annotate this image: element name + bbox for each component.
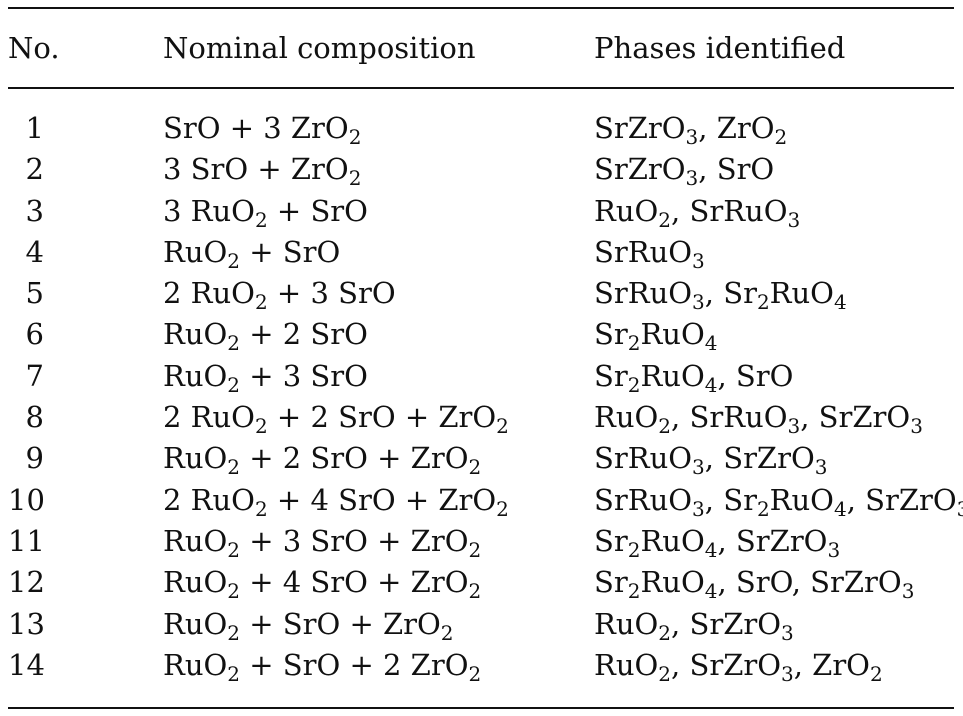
- table-row: 5 2 RuO2 + 3 SrO SrRuO3, Sr2RuO4: [0, 273, 963, 314]
- row-nominal-composition: RuO2 + 4 SrO + ZrO2: [163, 565, 482, 604]
- table-row: 1 SrO + 3 ZrO2 SrZrO3, ZrO2: [0, 108, 963, 149]
- row-phases-identified: RuO2, SrZrO3: [594, 606, 794, 645]
- row-number: 6: [25, 317, 44, 352]
- header-nominal-composition: Nominal composition: [163, 31, 476, 65]
- row-number: 13: [8, 606, 45, 641]
- row-number: 10: [8, 482, 45, 517]
- row-number: 4: [25, 234, 44, 269]
- row-phases-identified: SrRuO3: [594, 234, 705, 273]
- row-nominal-composition: SrO + 3 ZrO2: [163, 111, 362, 149]
- row-nominal-composition: RuO2 + SrO + 2 ZrO2: [163, 647, 482, 686]
- row-nominal-composition: RuO2 + 2 SrO + ZrO2: [163, 441, 482, 480]
- row-phases-identified: Sr2RuO4, SrO, SrZrO3: [594, 565, 915, 604]
- table-row: 8 2 RuO2 + 2 SrO + ZrO2 RuO2, SrRuO3, SrZr…: [0, 397, 963, 438]
- row-number: 7: [25, 358, 44, 393]
- row-phases-identified: Sr2RuO4: [594, 317, 718, 356]
- row-nominal-composition: 3 RuO2 + SrO: [163, 193, 368, 232]
- row-phases-identified: SrRuO3, SrZrO3: [594, 441, 828, 480]
- row-phases-identified: RuO2, SrRuO3, SrZrO3: [594, 400, 923, 439]
- table-row: 4 RuO2 + SrO SrRuO3: [0, 232, 963, 273]
- row-number: 8: [25, 400, 44, 435]
- table-row: 7 RuO2 + 3 SrO Sr2RuO4, SrO: [0, 356, 963, 397]
- row-number: 11: [8, 523, 45, 558]
- table-header-rule: [8, 87, 954, 89]
- row-number: 1: [25, 111, 44, 145]
- row-phases-identified: SrRuO3, Sr2RuO4: [594, 276, 847, 315]
- table-bottom-rule: [8, 707, 954, 709]
- row-phases-identified: RuO2, SrZrO3, ZrO2: [594, 647, 883, 686]
- row-phases-identified: Sr2RuO4, SrO: [594, 358, 794, 397]
- row-nominal-composition: RuO2 + 3 SrO: [163, 358, 368, 397]
- row-phases-identified: SrZrO3, ZrO2: [594, 111, 788, 149]
- row-number: 12: [8, 565, 45, 600]
- table-row: 13 RuO2 + SrO + ZrO2 RuO2, SrZrO3: [0, 604, 963, 645]
- table-row: 12 RuO2 + 4 SrO + ZrO2 Sr2RuO4, SrO, SrZrO…: [0, 562, 963, 603]
- table-row: 3 3 RuO2 + SrO RuO2, SrRuO3: [0, 191, 963, 232]
- row-nominal-composition: RuO2 + SrO: [163, 234, 341, 273]
- row-nominal-composition: 2 RuO2 + 2 SrO + ZrO2: [163, 400, 509, 439]
- table-row: 14 RuO2 + SrO + 2 ZrO2 RuO2, SrZrO3, ZrO2: [0, 645, 963, 686]
- row-nominal-composition: 3 SrO + ZrO2: [163, 152, 362, 191]
- table-header: No. Nominal composition Phases identifie…: [0, 28, 963, 68]
- row-nominal-composition: RuO2 + 2 SrO: [163, 317, 368, 356]
- header-phases-identified: Phases identified: [594, 31, 846, 65]
- row-number: 5: [25, 276, 44, 311]
- row-number: 2: [25, 152, 44, 187]
- row-nominal-composition: RuO2 + 3 SrO + ZrO2: [163, 523, 482, 562]
- header-no: No.: [8, 31, 60, 65]
- table-row: 6 RuO2 + 2 SrO Sr2RuO4: [0, 314, 963, 355]
- table-row: 2 3 SrO + ZrO2 SrZrO3, SrO: [0, 149, 963, 190]
- table-row: 9 RuO2 + 2 SrO + ZrO2 SrRuO3, SrZrO3: [0, 438, 963, 479]
- row-nominal-composition: RuO2 + SrO + ZrO2: [163, 606, 454, 645]
- table-top-rule: [8, 7, 954, 9]
- row-nominal-composition: 2 RuO2 + 3 SrO: [163, 276, 396, 315]
- row-number: 9: [25, 441, 44, 476]
- row-phases-identified: RuO2, SrRuO3: [594, 193, 801, 232]
- table-row: 10 2 RuO2 + 4 SrO + ZrO2 SrRuO3, Sr2RuO4, …: [0, 480, 963, 521]
- table-row: 11 RuO2 + 3 SrO + ZrO2 Sr2RuO4, SrZrO3: [0, 521, 963, 562]
- row-phases-identified: Sr2RuO4, SrZrO3: [594, 523, 841, 562]
- row-nominal-composition: 2 RuO2 + 4 SrO + ZrO2: [163, 482, 509, 521]
- row-phases-identified: SrZrO3, SrO: [594, 152, 775, 191]
- row-number: 14: [8, 647, 45, 682]
- row-phases-identified: SrRuO3, Sr2RuO4, SrZrO3: [594, 482, 963, 521]
- table-body: 1 SrO + 3 ZrO2 SrZrO3, ZrO2 2 3 SrO + ZrO2 Sr…: [0, 108, 963, 686]
- row-number: 3: [25, 193, 44, 228]
